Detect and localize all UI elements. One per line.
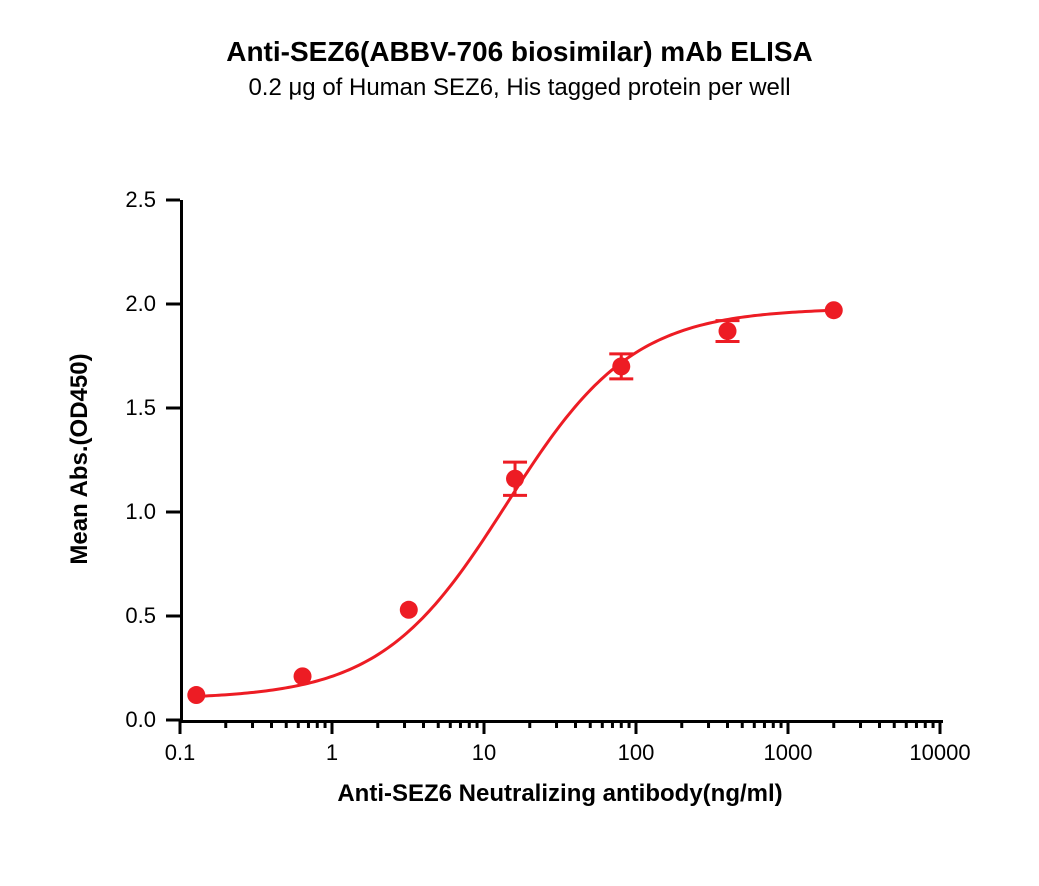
y-tick-label: 2.0 — [106, 291, 156, 317]
x-tick-label: 10 — [434, 740, 534, 766]
y-tick-label: 2.5 — [106, 187, 156, 213]
y-tick-label: 1.5 — [106, 395, 156, 421]
x-axis-label: Anti-SEZ6 Neutralizing antibody(ng/ml) — [180, 780, 940, 808]
y-axis-label: Mean Abs.(OD450) — [66, 329, 94, 589]
y-tick-label: 0.0 — [106, 707, 156, 733]
x-tick-label: 10000 — [890, 740, 990, 766]
x-tick-label: 100 — [586, 740, 686, 766]
x-tick-label: 1000 — [738, 740, 838, 766]
x-tick-label: 1 — [282, 740, 382, 766]
y-tick-label: 0.5 — [106, 603, 156, 629]
x-tick-label: 0.1 — [130, 740, 230, 766]
y-tick-label: 1.0 — [106, 499, 156, 525]
